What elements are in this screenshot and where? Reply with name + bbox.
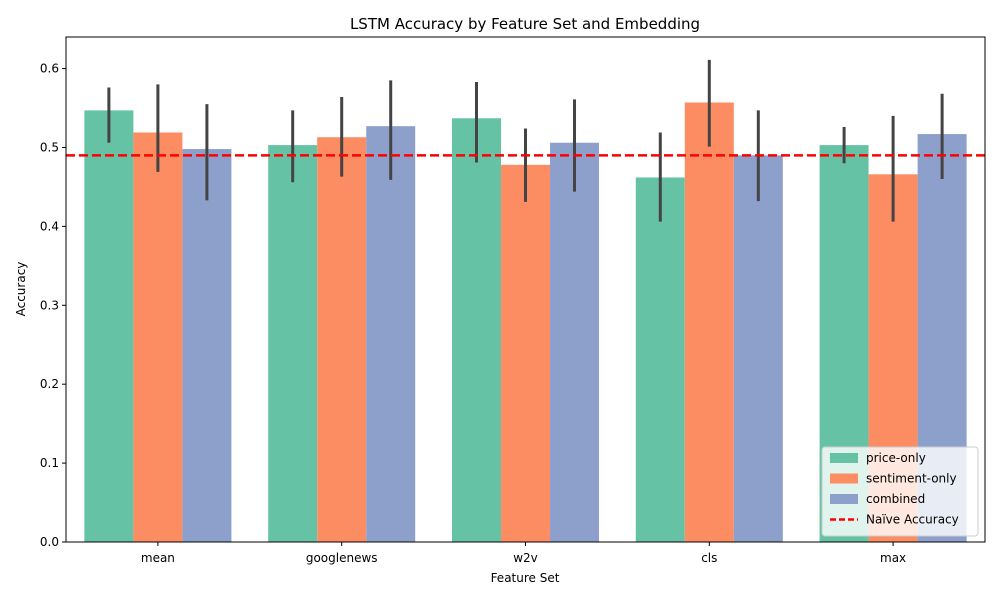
bar-price-only-googlenews [268,145,318,542]
y-tick-label: 0.0 [40,535,59,549]
y-tick-label: 0.2 [40,377,59,391]
bar-combined-w2v [550,142,600,543]
chart-title: LSTM Accuracy by Feature Set and Embeddi… [350,15,700,33]
legend-label-combined: combined [866,492,925,506]
bar-price-only-w2v [451,118,501,543]
legend-swatch-price-only [830,453,858,463]
legend-swatch-combined [830,494,858,504]
x-tick-label-googlenews: googlenews [306,551,378,565]
y-tick-label: 0.3 [40,298,59,312]
bar-price-only-mean [84,110,134,542]
bar-combined-googlenews [366,126,416,542]
legend-label-sentiment-only: sentiment-only [866,472,957,486]
y-tick-label: 0.5 [40,140,59,154]
bar-sentiment-only-w2v [500,164,550,542]
legend-label-price-only: price-only [866,451,926,465]
y-tick-label: 0.1 [40,456,59,470]
bar-combined-cls [733,155,783,543]
x-tick-label-mean: mean [141,551,175,565]
legend-box [821,446,979,537]
x-tick-label-cls: cls [701,551,717,565]
legend: price-only sentiment-only combined Naïve Ac… [821,446,979,537]
bar-sentiment-only-cls [684,102,734,543]
x-tick-label-max: max [880,551,906,565]
x-tick-label-w2v: w2v [513,551,538,565]
y-tick-label: 0.4 [40,219,59,233]
bar-sentiment-only-googlenews [317,137,367,542]
y-axis-title: Accuracy [14,262,28,317]
legend-label-naive-accuracy: Naïve Accuracy [866,513,959,527]
legend-swatch-sentiment-only [830,473,858,484]
bar-price-only-cls [635,177,685,542]
y-tick-label: 0.6 [40,62,59,76]
x-axis-title: Feature Set [491,571,560,585]
bar-combined-mean [182,149,232,543]
bar-sentiment-only-mean [133,132,183,543]
